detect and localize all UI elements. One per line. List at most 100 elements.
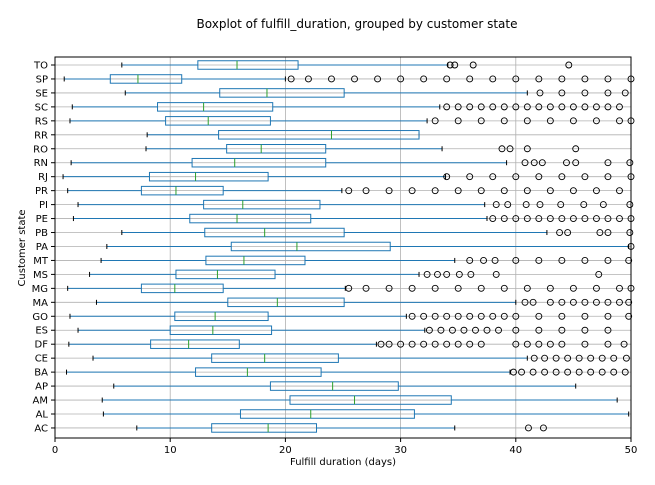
x-tick-label: 20 bbox=[279, 445, 292, 456]
y-tick-label: PR bbox=[35, 186, 48, 197]
outlier-point bbox=[535, 340, 543, 348]
outlier-point bbox=[483, 326, 491, 334]
outlier-point bbox=[604, 159, 612, 167]
outlier-point bbox=[596, 229, 604, 236]
outlier-point bbox=[504, 201, 512, 209]
outlier-point bbox=[500, 187, 508, 195]
y-tick-label: RO bbox=[33, 144, 48, 155]
outlier-point bbox=[362, 284, 370, 292]
outlier-point bbox=[500, 215, 508, 223]
x-axis-label: Fulfill duration (days) bbox=[290, 457, 396, 468]
outlier-point bbox=[512, 256, 520, 264]
y-tick-label: MG bbox=[32, 284, 48, 295]
iqr-box bbox=[175, 269, 276, 280]
outlier-point bbox=[385, 284, 393, 292]
outlier-point bbox=[472, 326, 479, 334]
outlier-point bbox=[546, 103, 554, 111]
outlier-point bbox=[443, 103, 451, 111]
outlier-point bbox=[491, 256, 499, 264]
outlier-point bbox=[454, 284, 462, 292]
outlier-point bbox=[523, 215, 531, 223]
outlier-point bbox=[451, 61, 459, 69]
outlier-point bbox=[626, 201, 634, 209]
outlier-point bbox=[535, 256, 543, 264]
box-es bbox=[77, 325, 612, 335]
outlier-point bbox=[455, 270, 463, 278]
iqr-box bbox=[109, 74, 183, 84]
y-tick-label: RR bbox=[34, 130, 48, 141]
iqr-box bbox=[205, 255, 306, 266]
y-tick-label: MT bbox=[33, 256, 49, 267]
outlier-point bbox=[541, 368, 549, 376]
y-tick-label: AC bbox=[34, 423, 48, 434]
outlier-point bbox=[523, 284, 531, 292]
outlier-point bbox=[523, 117, 531, 125]
box-mt bbox=[100, 255, 633, 266]
outlier-point bbox=[572, 145, 580, 153]
iqr-box bbox=[203, 199, 321, 210]
outlier-point bbox=[431, 284, 439, 292]
outlier-point bbox=[592, 117, 600, 125]
y-axis: TO SP SE SC RS RR RO RN RJ PR PI PE PB PA MT MS MG MA GO ES… bbox=[32, 61, 55, 434]
outlier-point bbox=[616, 103, 623, 111]
outlier-point bbox=[518, 368, 526, 376]
outlier-point bbox=[425, 326, 433, 334]
outlier-point bbox=[521, 159, 529, 167]
outlier-point bbox=[569, 298, 577, 306]
iqr-box bbox=[211, 353, 339, 363]
outlier-point bbox=[569, 103, 577, 111]
x-tick-label: 50 bbox=[625, 445, 638, 456]
y-tick-label: GO bbox=[32, 312, 48, 323]
outlier-point bbox=[420, 312, 428, 320]
outlier-point bbox=[546, 340, 554, 348]
outlier-point bbox=[512, 173, 520, 181]
outlier-point bbox=[492, 270, 500, 278]
outlier-point bbox=[510, 368, 517, 376]
outlier-point bbox=[446, 61, 454, 69]
outlier-point bbox=[587, 368, 595, 376]
outlier-point bbox=[604, 89, 612, 97]
y-tick-label: PB bbox=[35, 228, 48, 239]
box-al bbox=[102, 409, 630, 419]
outlier-point bbox=[431, 117, 439, 125]
outlier-point bbox=[595, 270, 603, 278]
outlier-point bbox=[525, 424, 532, 432]
box-pi bbox=[77, 199, 634, 210]
y-tick-label: PI bbox=[39, 200, 48, 211]
outlier-point bbox=[454, 187, 462, 195]
outlier-point bbox=[626, 159, 634, 167]
outlier-point bbox=[489, 75, 497, 83]
outlier-point bbox=[564, 354, 572, 362]
outlier-point bbox=[443, 270, 451, 278]
x-tick-label: 10 bbox=[164, 445, 177, 456]
outlier-point bbox=[581, 256, 589, 264]
outlier-point bbox=[374, 75, 382, 83]
outlier-point bbox=[625, 312, 633, 320]
outlier-point bbox=[454, 340, 462, 348]
outlier-point bbox=[454, 312, 462, 320]
outlier-point bbox=[604, 298, 612, 306]
outlier-point bbox=[489, 103, 497, 111]
outlier-point bbox=[477, 117, 485, 125]
outlier-point bbox=[592, 284, 600, 292]
outlier-point bbox=[599, 201, 607, 209]
outlier-point bbox=[489, 312, 497, 320]
outlier-point bbox=[575, 354, 583, 362]
x-tick-label: 0 bbox=[52, 445, 58, 456]
iqr-box bbox=[148, 171, 269, 182]
outlier-point bbox=[443, 340, 451, 348]
outlier-point bbox=[592, 103, 600, 111]
outlier-point bbox=[581, 312, 589, 320]
outlier-point bbox=[431, 187, 439, 195]
y-tick-label: ES bbox=[35, 326, 48, 337]
outlier-point bbox=[506, 145, 514, 153]
y-tick-label: SP bbox=[36, 74, 48, 85]
iqr-box bbox=[169, 325, 273, 335]
box-rj bbox=[62, 171, 635, 182]
boxes-group bbox=[62, 60, 635, 433]
outlier-point bbox=[397, 340, 405, 348]
outlier-point bbox=[626, 229, 634, 236]
outlier-point bbox=[616, 284, 623, 292]
outlier-point bbox=[572, 159, 580, 167]
